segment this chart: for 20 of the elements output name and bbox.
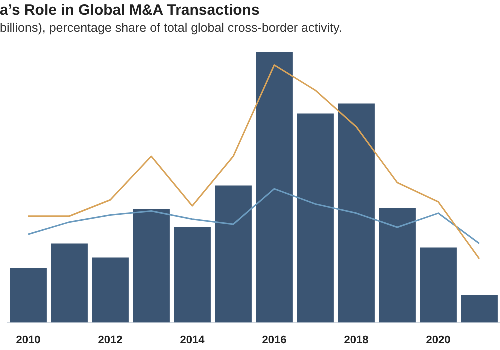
bar bbox=[133, 209, 170, 323]
bar bbox=[215, 186, 252, 323]
bar bbox=[338, 104, 375, 323]
x-tick-label: 2020 bbox=[426, 334, 451, 346]
bar bbox=[420, 248, 457, 323]
bar bbox=[10, 268, 47, 323]
bar bbox=[297, 114, 334, 323]
bar bbox=[256, 52, 293, 323]
bar bbox=[92, 258, 129, 323]
x-tick-label: 2010 bbox=[16, 334, 41, 346]
chart-subtitle: billions), percentage share of total global cross-border activity. bbox=[0, 21, 342, 35]
x-tick-label: 2016 bbox=[262, 334, 287, 346]
bar bbox=[51, 244, 88, 323]
bar bbox=[174, 227, 211, 323]
bar bbox=[461, 295, 498, 323]
x-tick-label: 2012 bbox=[98, 334, 123, 346]
chart-title: a’s Role in Global M&A Transactions bbox=[0, 2, 260, 19]
x-tick-label: 2018 bbox=[344, 334, 369, 346]
x-tick-label: 2014 bbox=[180, 334, 206, 346]
bar bbox=[379, 208, 416, 323]
